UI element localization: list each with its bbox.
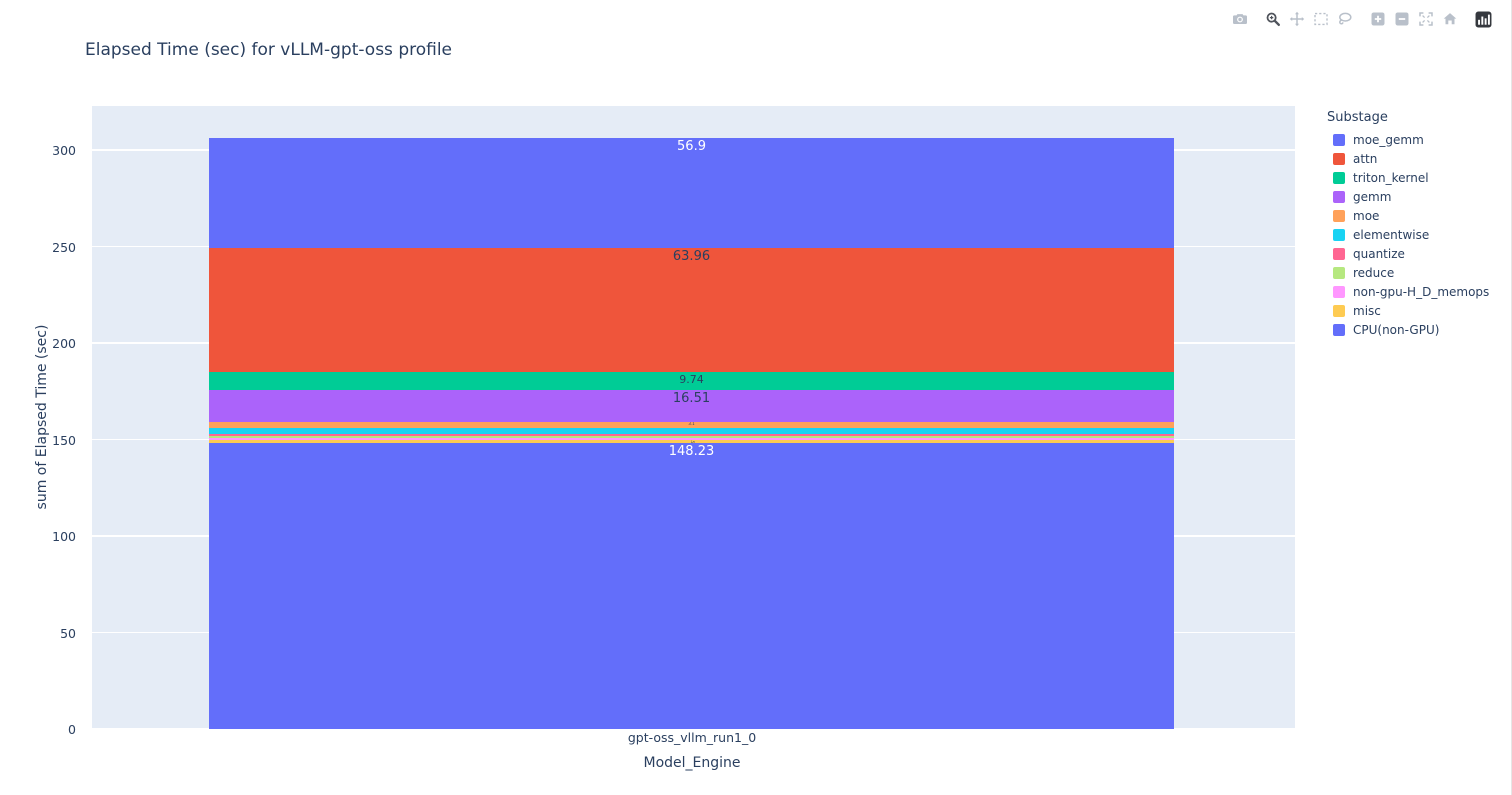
legend-swatch xyxy=(1333,228,1345,241)
legend-swatch xyxy=(1333,209,1345,222)
plotly-modebar xyxy=(1219,8,1495,30)
reset-axes-button[interactable] xyxy=(1438,8,1462,30)
modebar-group xyxy=(1471,8,1495,30)
box-select-button[interactable] xyxy=(1309,8,1333,30)
bar-value-label-moe: 3.1 xyxy=(688,421,695,427)
legend-item-reduce[interactable]: reduce xyxy=(1327,263,1489,282)
legend-label: triton_kernel xyxy=(1353,170,1429,185)
y-tick-label: 300 xyxy=(52,143,76,159)
legend-swatch xyxy=(1333,171,1345,184)
modebar-group xyxy=(1228,8,1252,30)
bar-value-label-moe_gemm: 56.9 xyxy=(677,139,706,155)
pan-button[interactable] xyxy=(1285,8,1309,30)
legend-swatch xyxy=(1333,304,1345,317)
x-tick-label: gpt-oss_vllm_run1_0 xyxy=(627,730,757,745)
chart-title: Elapsed Time (sec) for vLLM-gpt-oss prof… xyxy=(85,40,453,60)
download-plot-button[interactable] xyxy=(1228,8,1252,30)
legend-item-gemm[interactable]: gemm xyxy=(1327,187,1489,206)
legend-label: reduce xyxy=(1353,265,1395,280)
bar-segment-moe[interactable] xyxy=(209,422,1174,429)
legend-item-misc[interactable]: misc xyxy=(1327,301,1489,320)
bar-segment-non-gpu-H_D_memops[interactable] xyxy=(209,437,1174,441)
legend-label: elementwise xyxy=(1353,227,1430,242)
y-tick-labels: 0 50 100 150 200 250 300 xyxy=(0,106,84,737)
legend-label: quantize xyxy=(1353,246,1405,261)
zoom-button[interactable] xyxy=(1261,8,1285,30)
bar-value-label-gemm: 16.51 xyxy=(672,391,711,407)
legend-label: moe xyxy=(1353,208,1380,223)
legend-item-non-gpu-H_D_memops[interactable]: non-gpu-H_D_memops xyxy=(1327,282,1489,301)
legend-item-moe[interactable]: moe xyxy=(1327,206,1489,225)
legend-label: gemm xyxy=(1353,189,1392,204)
bar-segment-quantize[interactable] xyxy=(209,434,1174,437)
autoscale-icon xyxy=(1418,11,1434,27)
zoom-in-icon xyxy=(1370,11,1386,27)
y-tick-label: 50 xyxy=(60,625,76,641)
y-tick-label: 100 xyxy=(52,529,76,545)
bar-segment-gemm[interactable] xyxy=(209,390,1174,423)
legend-swatch xyxy=(1333,323,1345,336)
y-tick-label: 0 xyxy=(68,722,76,737)
bar-segment-elementwise[interactable] xyxy=(209,428,1174,435)
download-plot-icon xyxy=(1232,11,1248,27)
zoom-in-button[interactable] xyxy=(1366,8,1390,30)
bar-segment-reduce[interactable] xyxy=(209,436,1174,438)
legend-label: CPU(non-GPU) xyxy=(1353,322,1440,337)
zoom-icon xyxy=(1265,11,1281,27)
legend-label: moe_gemm xyxy=(1353,132,1424,147)
legend-item-quantize[interactable]: quantize xyxy=(1327,244,1489,263)
legend-item-moe_gemm[interactable]: moe_gemm xyxy=(1327,130,1489,149)
reset-axes-icon xyxy=(1442,11,1458,27)
box-select-icon xyxy=(1313,11,1329,27)
y-tick-label: 150 xyxy=(52,432,76,448)
legend-label: non-gpu-H_D_memops xyxy=(1353,284,1490,299)
legend-title: Substage xyxy=(1327,110,1388,125)
legend-label: misc xyxy=(1353,303,1381,318)
legend-item-CPU(non-GPU)[interactable]: CPU(non-GPU) xyxy=(1327,320,1489,339)
bar-segment-moe_gemm[interactable] xyxy=(209,138,1174,249)
y-tick-label: 250 xyxy=(52,239,76,255)
zoom-out-icon xyxy=(1394,11,1410,27)
x-axis-title: Model_Engine xyxy=(643,755,741,771)
bar-segment-triton_kernel[interactable] xyxy=(209,371,1174,391)
stacked-bar: 148.23 1.5 3.1 16.51 9.74 63.96 56.9 xyxy=(209,106,1174,729)
bar-segment-attn[interactable] xyxy=(209,248,1174,372)
lasso-select-icon xyxy=(1337,11,1353,27)
pan-icon xyxy=(1289,11,1305,27)
bar-value-label-triton_kernel: 9.74 xyxy=(679,372,704,386)
legend-item-attn[interactable]: attn xyxy=(1327,149,1489,168)
legend-swatch xyxy=(1333,152,1345,165)
bar-value-label-attn: 63.96 xyxy=(672,249,711,265)
legend-swatch xyxy=(1333,247,1345,260)
bar-segment-CPU(non-GPU)[interactable] xyxy=(209,442,1174,729)
legend-label: attn xyxy=(1353,151,1378,166)
y-tick-label: 200 xyxy=(52,336,76,352)
legend-swatch xyxy=(1333,190,1345,203)
autoscale-button[interactable] xyxy=(1414,8,1438,30)
legend-swatch xyxy=(1333,133,1345,146)
legend-swatch xyxy=(1333,266,1345,279)
legend: Substage moe_gemm attn triton_kernel gemm mo… xyxy=(1327,110,1489,339)
legend-item-elementwise[interactable]: elementwise xyxy=(1327,225,1489,244)
plot-area[interactable]: 148.23 1.5 3.1 16.51 9.74 63.96 56.9 xyxy=(92,106,1295,730)
plotly-logo-button[interactable] xyxy=(1471,8,1495,30)
modebar-group xyxy=(1261,8,1357,30)
plotly-logo-icon xyxy=(1475,11,1492,28)
bar-value-label-CPU(non-GPU): 148.23 xyxy=(668,443,715,459)
modebar-group xyxy=(1366,8,1462,30)
lasso-select-button[interactable] xyxy=(1333,8,1357,30)
bar-segment-misc[interactable] xyxy=(209,440,1174,443)
legend-item-triton_kernel[interactable]: triton_kernel xyxy=(1327,168,1489,187)
legend-swatch xyxy=(1333,285,1345,298)
zoom-out-button[interactable] xyxy=(1390,8,1414,30)
